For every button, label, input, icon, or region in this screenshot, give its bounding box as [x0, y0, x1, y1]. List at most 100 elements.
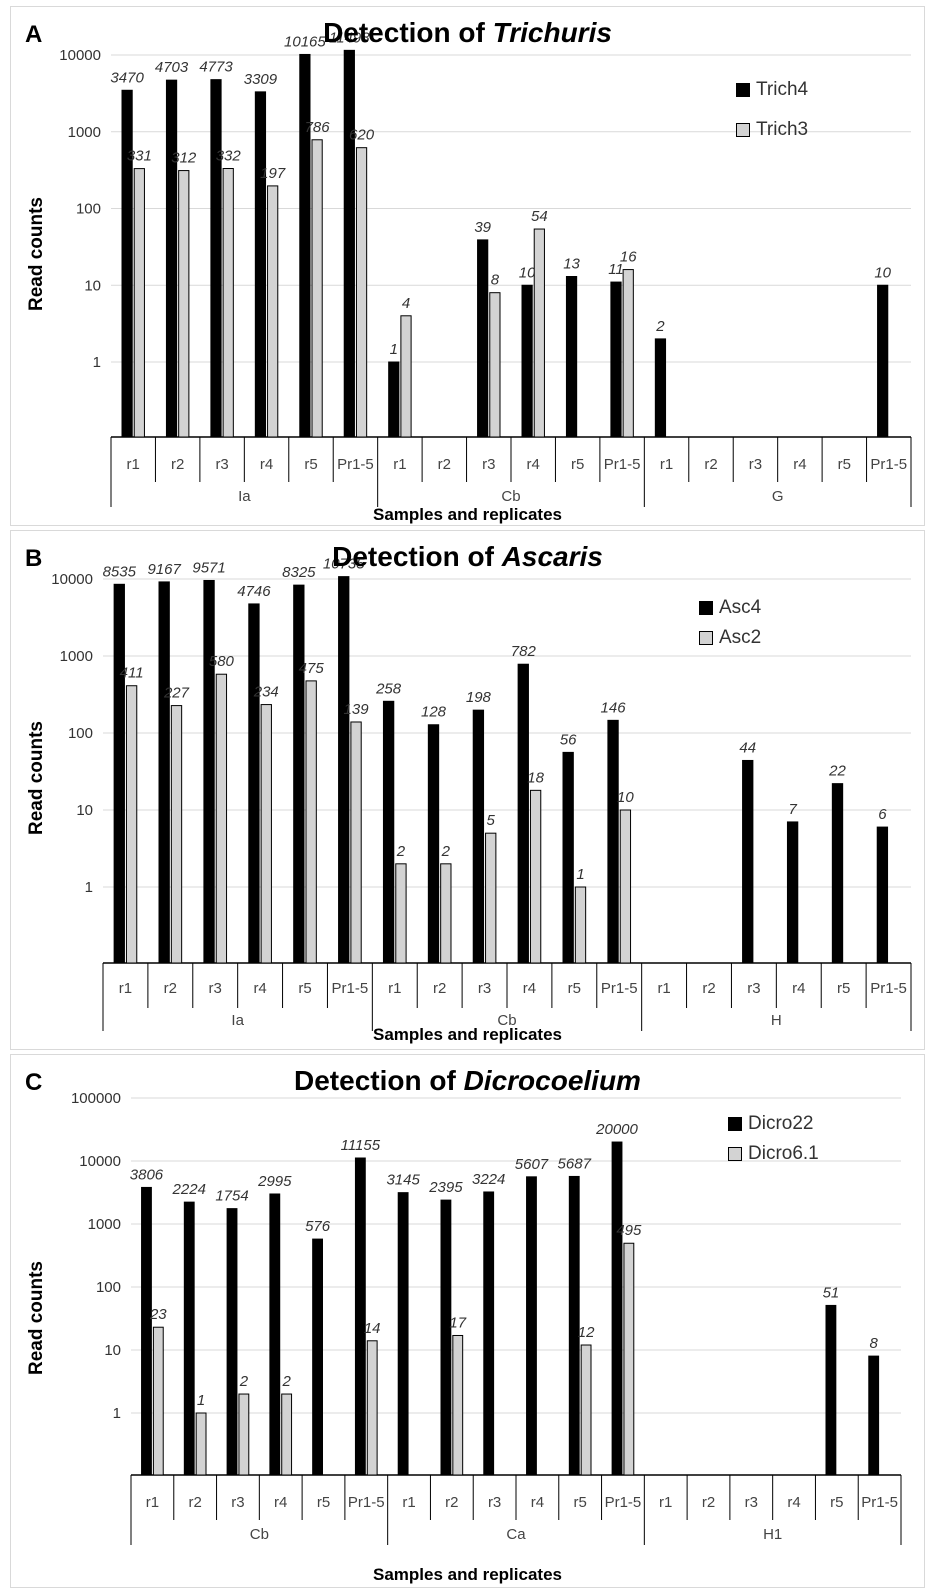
bar — [343, 49, 355, 438]
data-label: 2995 — [257, 1173, 292, 1190]
x-tick-label: Pr1-5 — [337, 456, 374, 473]
data-label: 495 — [616, 1222, 642, 1239]
group-label: H — [771, 1012, 782, 1029]
data-label: 20000 — [595, 1121, 638, 1138]
bar — [238, 1393, 250, 1476]
data-label: 16 — [620, 249, 637, 266]
x-tick-label: r4 — [787, 1494, 800, 1511]
x-tick-label: Pr1-5 — [870, 980, 907, 997]
panel-trichuris: 1 10 100 1000 10000 r1 r2 r3 r4 r5 Pr1-5 r1 r2 r3 r4 r5… — [10, 6, 925, 526]
bar — [452, 1334, 464, 1476]
chart-title: Detection of Dicrocoelium — [11, 1065, 924, 1097]
bar — [395, 863, 407, 964]
data-label: 227 — [163, 685, 190, 702]
legend-swatch — [736, 123, 750, 137]
group-label: Cb — [250, 1526, 269, 1543]
bar — [529, 789, 542, 964]
data-label: 9167 — [147, 561, 181, 578]
bar — [568, 1175, 580, 1476]
chart-ascaris: 1 10 100 1000 10000 r1 r2 r3 r4 r5 Pr1-5 r1 r2 r3 r4 r5… — [51, 556, 912, 1031]
data-label: 10 — [874, 264, 891, 281]
data-label: 11498 — [329, 29, 370, 46]
x-tick-label: r5 — [838, 456, 851, 473]
bar — [622, 269, 634, 438]
data-label: 2 — [396, 843, 406, 860]
data-label: 4 — [402, 295, 410, 312]
data-label: 3224 — [472, 1171, 505, 1188]
data-label: 139 — [344, 701, 370, 718]
bar — [868, 1355, 880, 1476]
data-label: 3806 — [130, 1166, 164, 1183]
bar — [517, 663, 529, 964]
legend-item-series-1: Trich4 — [736, 75, 808, 105]
y-tick-label: 100 — [68, 725, 93, 742]
bar — [311, 139, 323, 438]
x-tick-label: r1 — [660, 456, 673, 473]
bar — [427, 724, 440, 964]
x-tick-label: r4 — [260, 456, 273, 473]
bar — [350, 721, 362, 964]
bar — [485, 832, 497, 964]
legend-label: Dicro6.1 — [748, 1143, 819, 1164]
bar — [152, 1326, 164, 1476]
x-tick-label: r5 — [298, 980, 311, 997]
y-axis-label: Read counts — [26, 1260, 47, 1376]
data-label: 2 — [655, 318, 665, 335]
y-tick-label: 1000 — [60, 648, 93, 665]
group-label: Ca — [506, 1526, 526, 1543]
data-label: 8325 — [282, 564, 316, 581]
x-axis-label: Samples and replicates — [373, 1565, 562, 1584]
y-tick-label: 1000 — [68, 124, 101, 141]
bar — [619, 809, 632, 964]
data-label: 2 — [281, 1373, 291, 1390]
x-tick-label: r1 — [657, 980, 670, 997]
x-tick-label: r5 — [571, 456, 584, 473]
x-tick-label: r3 — [482, 456, 495, 473]
legend-swatch — [728, 1117, 742, 1131]
legend-item-series-2: Dicro6.1 — [728, 1139, 819, 1169]
bar — [623, 1242, 635, 1476]
data-label: 7 — [788, 801, 797, 818]
bar — [269, 1193, 281, 1476]
legend-item-series-1: Dicro22 — [728, 1109, 819, 1139]
title-prefix: Detection of — [323, 17, 493, 48]
data-label: 23 — [149, 1306, 167, 1323]
data-label: 10 — [617, 789, 634, 806]
panel-dicrocoelium: 1 10 100 1000 10000 100000 r1 r2 r3 r4 r5 Pr1-5 r1 r2… — [10, 1054, 925, 1588]
x-tick-label: r5 — [837, 980, 850, 997]
x-tick-label: r2 — [445, 1494, 458, 1511]
title-italic: Dicrocoelium — [463, 1065, 641, 1096]
data-label: 620 — [349, 127, 375, 144]
legend: Asc4 Asc2 — [699, 593, 761, 653]
data-label: 4773 — [199, 59, 233, 76]
bar — [611, 1141, 623, 1476]
bar — [113, 583, 125, 964]
data-label: 312 — [171, 150, 197, 167]
bar — [786, 821, 799, 964]
data-label: 146 — [601, 699, 627, 716]
bar — [388, 361, 400, 438]
data-label: 17 — [449, 1314, 466, 1331]
data-label: 18 — [527, 769, 544, 786]
y-tick-label: 10000 — [59, 47, 101, 64]
data-label: 11155 — [341, 1137, 381, 1154]
bar — [397, 1192, 409, 1476]
bar — [165, 79, 178, 438]
bar — [293, 584, 305, 964]
x-tick-label: r4 — [793, 456, 806, 473]
y-tick-label: 10000 — [79, 1153, 121, 1170]
x-tick-label: r3 — [478, 980, 491, 997]
bar — [440, 1199, 452, 1476]
legend-label: Asc4 — [719, 597, 762, 618]
bar — [158, 581, 170, 964]
bar — [338, 576, 350, 964]
legend-swatch — [728, 1147, 742, 1161]
data-label: 22 — [828, 763, 846, 780]
y-tick-label: 10 — [76, 802, 93, 819]
bar — [654, 338, 667, 438]
x-tick-label: r3 — [749, 456, 762, 473]
x-tick-label: r4 — [527, 456, 540, 473]
x-tick-label: r5 — [573, 1494, 586, 1511]
legend-swatch — [699, 631, 713, 645]
data-label: 5 — [487, 812, 496, 829]
